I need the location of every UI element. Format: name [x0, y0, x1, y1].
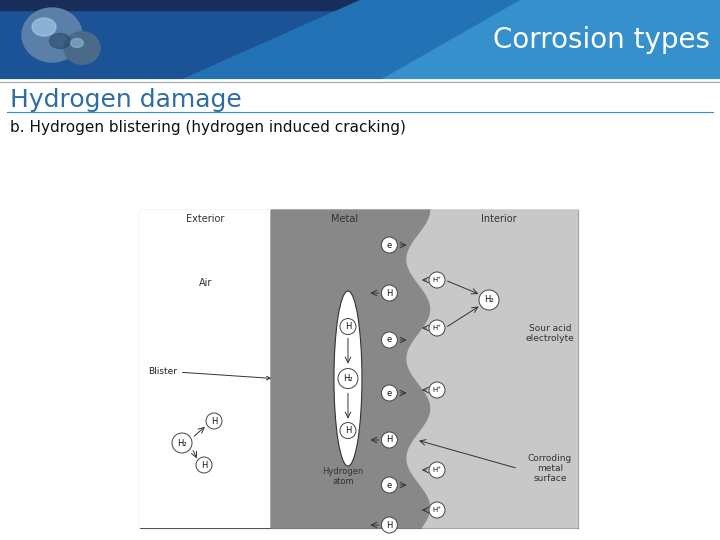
Ellipse shape [22, 8, 82, 62]
Ellipse shape [338, 368, 358, 389]
Bar [140, 210, 578, 528]
Text: Blister: Blister [148, 367, 270, 380]
Ellipse shape [50, 33, 71, 49]
Ellipse shape [382, 332, 397, 348]
Ellipse shape [340, 319, 356, 335]
Ellipse shape [172, 433, 192, 453]
Text: H⁺: H⁺ [433, 277, 441, 283]
Ellipse shape [429, 502, 445, 518]
Ellipse shape [382, 477, 397, 493]
Ellipse shape [382, 385, 397, 401]
Text: e: e [387, 335, 392, 345]
Text: Sour acid
electrolyte: Sour acid electrolyte [526, 324, 575, 343]
Text: H⁺: H⁺ [433, 507, 441, 513]
Text: H₂: H₂ [343, 374, 353, 383]
Text: H: H [211, 416, 217, 426]
Ellipse shape [429, 462, 445, 478]
Text: e: e [387, 481, 392, 489]
Ellipse shape [429, 382, 445, 398]
Text: Air: Air [199, 278, 212, 288]
Ellipse shape [382, 237, 397, 253]
Ellipse shape [429, 272, 445, 288]
Text: H: H [345, 322, 351, 331]
Polygon shape [180, 0, 720, 80]
Text: H⁺: H⁺ [433, 325, 441, 331]
Ellipse shape [196, 457, 212, 473]
Text: Hydrogen damage: Hydrogen damage [10, 88, 242, 112]
Text: H⁺: H⁺ [433, 467, 441, 473]
Polygon shape [380, 0, 720, 80]
Text: e: e [387, 240, 392, 249]
Ellipse shape [71, 38, 84, 48]
Text: H⁺: H⁺ [433, 387, 441, 393]
Text: H: H [386, 288, 392, 298]
Bar [0, 82, 720, 540]
Bar [0, 0, 720, 80]
Polygon shape [271, 210, 431, 528]
Text: H: H [386, 435, 392, 444]
Text: Hydrogen
atom: Hydrogen atom [323, 467, 364, 486]
Ellipse shape [64, 32, 100, 64]
Ellipse shape [429, 320, 445, 336]
Ellipse shape [382, 432, 397, 448]
Polygon shape [407, 210, 578, 528]
Text: H: H [345, 426, 351, 435]
Text: H₂: H₂ [177, 438, 186, 448]
Ellipse shape [32, 18, 56, 36]
Text: H: H [201, 461, 207, 469]
Bar [0, 0, 720, 10]
Ellipse shape [382, 285, 397, 301]
Text: Corrosion types: Corrosion types [493, 26, 710, 54]
Text: b. Hydrogen blistering (hydrogen induced cracking): b. Hydrogen blistering (hydrogen induced… [10, 120, 406, 135]
Text: Interior: Interior [481, 214, 516, 224]
Text: Corroding
metal
surface: Corroding metal surface [528, 454, 572, 483]
Text: H₂: H₂ [484, 295, 494, 305]
Bar [140, 210, 271, 528]
Ellipse shape [334, 291, 362, 466]
Text: H: H [386, 521, 392, 530]
Ellipse shape [382, 517, 397, 533]
Text: Metal: Metal [331, 214, 359, 224]
Text: Exterior: Exterior [186, 214, 225, 224]
Ellipse shape [340, 422, 356, 438]
Text: e: e [387, 388, 392, 397]
Ellipse shape [479, 290, 499, 310]
Ellipse shape [206, 413, 222, 429]
